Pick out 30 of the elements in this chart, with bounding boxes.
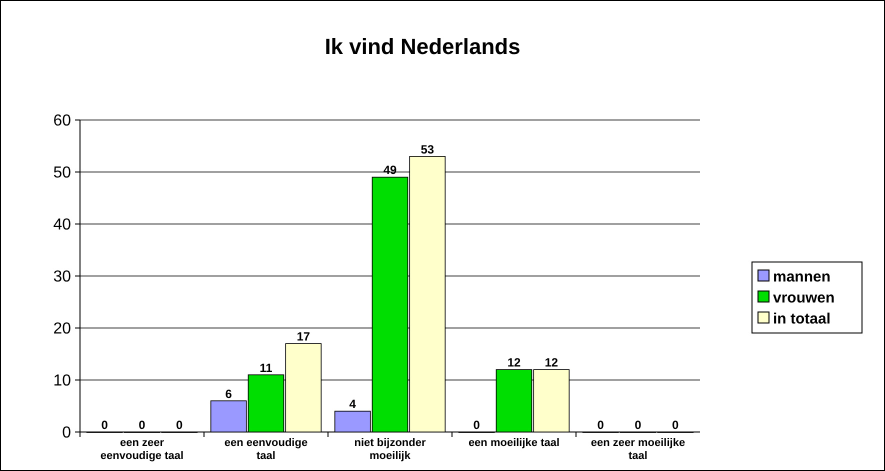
data-label: 4 xyxy=(349,397,356,412)
x-tick-label: een zeer moeilijke taal xyxy=(590,437,686,462)
data-label: 17 xyxy=(296,330,310,344)
y-tick-label: 0 xyxy=(62,424,72,442)
data-label: 12 xyxy=(507,356,521,370)
x-tick-label: een eenvoudige taal xyxy=(224,437,308,462)
chart-title: Ik vind Nederlands xyxy=(324,34,520,59)
y-tick-label: 50 xyxy=(53,164,72,182)
legend-label: mannen xyxy=(773,268,831,286)
data-label: 53 xyxy=(420,142,434,156)
data-label: 0 xyxy=(634,418,642,432)
data-label: 0 xyxy=(672,418,680,432)
data-label: 12 xyxy=(544,356,558,370)
data-label: 6 xyxy=(225,386,232,401)
data-label: 0 xyxy=(101,418,108,432)
x-tick-label: niet bijzonder moeilijk xyxy=(354,437,426,462)
y-tick-label: 20 xyxy=(53,320,72,338)
y-tick-label: 30 xyxy=(53,268,72,286)
data-label: 0 xyxy=(138,418,146,432)
x-tick-label: een zeer eenvoudige taal xyxy=(100,437,184,462)
x-tick-label: een moeilijke taal xyxy=(468,437,560,449)
data-label: 0 xyxy=(176,418,184,432)
data-label: 0 xyxy=(473,418,480,432)
data-label: 0 xyxy=(597,418,604,432)
y-tick-label: 10 xyxy=(53,372,72,390)
legend-label: vrouwen xyxy=(773,289,835,306)
y-tick-label: 60 xyxy=(53,112,72,130)
data-label: 11 xyxy=(260,360,273,375)
legend-label: in totaal xyxy=(773,310,831,328)
y-tick-label: 40 xyxy=(53,216,72,234)
